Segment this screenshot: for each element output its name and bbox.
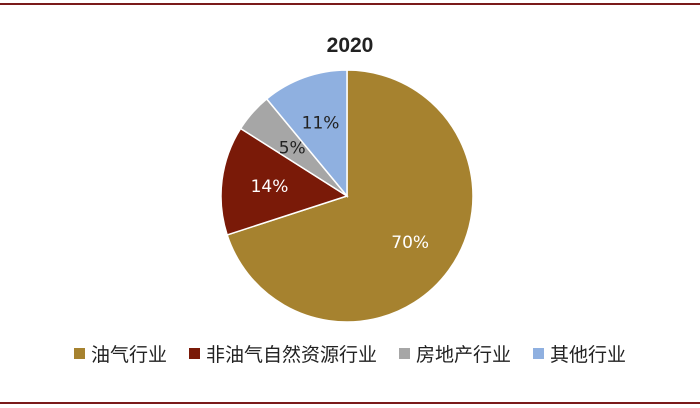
chart-title: 2020 [326, 34, 374, 57]
legend-item-oil-gas: 油气行业 [73, 340, 167, 367]
bottom-border [0, 402, 700, 404]
data-label-real-estate: 5% [279, 139, 306, 159]
legend-swatch [73, 348, 85, 359]
data-label-oil-gas: 70% [391, 233, 429, 253]
legend-label: 油气行业 [90, 344, 167, 366]
legend-item-other: 其他行业 [533, 340, 626, 367]
legend-label: 非油气自然资源行业 [205, 344, 377, 366]
legend-swatch [399, 348, 410, 359]
legend-label: 其他行业 [550, 344, 627, 366]
legend-swatch [533, 348, 545, 359]
legend-item-real-estate: 房地产行业 [399, 340, 511, 367]
legend-swatch [188, 348, 200, 359]
legend: 油气行业 非油气自然资源行业 房地产行业 其他行业 [0, 340, 700, 367]
top-border [0, 3, 700, 5]
pie-slice-other [265, 69, 348, 199]
data-label-non-oil-resources: 14% [251, 177, 289, 197]
legend-item-non-oil-resources: 非油气自然资源行业 [188, 340, 377, 367]
pie-slice-oil-gas [226, 69, 474, 323]
data-label-other: 11% [302, 113, 340, 133]
legend-label: 房地产行业 [416, 344, 512, 366]
pie-slice-non-oil-resources [220, 127, 349, 236]
